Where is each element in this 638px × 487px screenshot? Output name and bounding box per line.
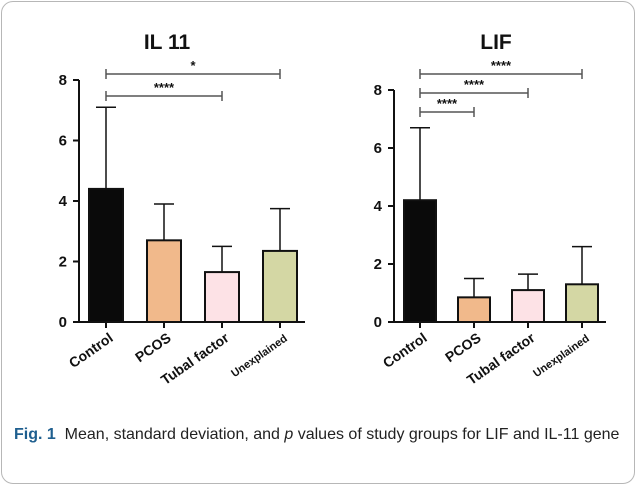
bar-tubal-factor — [511, 289, 545, 324]
chart-title: IL 11 — [144, 31, 191, 54]
figure-label: Fig. 1 — [14, 426, 56, 443]
x-category-label: Unexplained — [229, 333, 289, 380]
chart-title: LIF — [480, 31, 512, 54]
figure-caption: Fig. 1 Mean, standard deviation, and p v… — [14, 424, 622, 446]
significance-label: **** — [437, 96, 458, 111]
x-category-label: Unexplained — [531, 333, 591, 380]
y-tick-label: 0 — [374, 314, 382, 331]
y-tick-label: 2 — [59, 254, 67, 271]
significance-label: **** — [154, 80, 175, 95]
y-tick-label: 6 — [374, 140, 382, 157]
bar-unexplained — [262, 249, 298, 324]
x-category-label: Control — [380, 329, 430, 371]
bar-pcos — [146, 239, 182, 323]
significance-label: **** — [464, 77, 485, 92]
caption-text-end: values of study groups for LIF and IL-11… — [293, 426, 620, 443]
x-category-label: Control — [66, 329, 116, 371]
y-tick-label: 4 — [59, 193, 68, 210]
caption-text-start: Mean, standard deviation, and — [64, 426, 285, 443]
bar-control — [88, 187, 124, 323]
y-tick-label: 6 — [59, 133, 67, 150]
y-tick-label: 0 — [59, 314, 67, 331]
bar-unexplained — [565, 283, 599, 323]
y-tick-label: 4 — [374, 198, 383, 215]
y-tick-label: 8 — [59, 72, 67, 89]
x-category-label: PCOS — [442, 329, 484, 365]
significance-label: **** — [491, 58, 512, 73]
significance-label: * — [190, 58, 196, 73]
caption-p-symbol: p — [284, 426, 294, 443]
y-tick-label: 2 — [374, 256, 382, 273]
y-tick-label: 8 — [374, 82, 382, 99]
x-category-label: PCOS — [132, 329, 174, 365]
bar-control — [403, 199, 437, 323]
bar-pcos — [457, 296, 491, 324]
bar-tubal-factor — [204, 271, 240, 323]
